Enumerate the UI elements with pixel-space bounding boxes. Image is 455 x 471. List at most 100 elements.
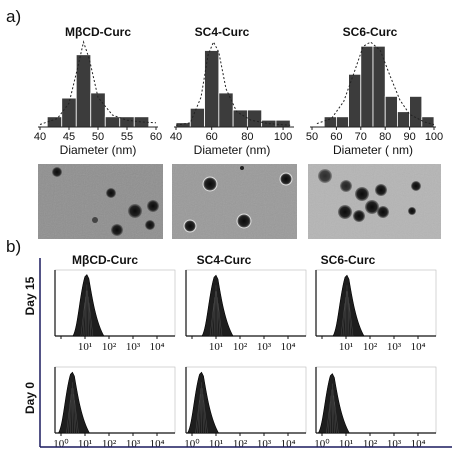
fluorescence-peak (332, 274, 365, 337)
x-tick-label: 10⁰ (314, 438, 330, 450)
plot-frame (185, 269, 307, 337)
x-tick-label: 10⁰ (184, 438, 200, 450)
bar (104, 116, 121, 128)
tem-image-mbcd (38, 164, 163, 239)
fluorescence-peak (57, 371, 90, 434)
fluorescence-peak (187, 371, 220, 434)
x-tick-label: 10¹ (209, 438, 223, 450)
x-tick-label: 10⁴ (150, 438, 165, 450)
peak-texture (344, 291, 347, 337)
peak-texture (326, 401, 331, 434)
peak-texture (217, 303, 223, 337)
fluorescence-peak (317, 373, 350, 434)
bar (335, 116, 349, 128)
x-tick-label: 50 (306, 131, 318, 143)
peak-texture (330, 389, 332, 434)
peak-texture (333, 395, 337, 434)
x-tick-label: 60 (206, 131, 218, 143)
x-tick-label: 10¹ (339, 341, 353, 353)
peak-texture (73, 394, 77, 434)
x-tick-label: 10³ (126, 341, 141, 353)
fit-curve (316, 41, 435, 125)
peak-texture (340, 303, 346, 337)
bar (90, 92, 106, 128)
panel-a-label: a) (6, 7, 21, 26)
x-tick-label: 10¹ (78, 341, 92, 353)
bar (46, 116, 63, 128)
x-tick-label: 10⁰ (53, 438, 69, 450)
x-tick-label: 10¹ (209, 341, 223, 353)
bar (246, 109, 263, 128)
peak-texture (209, 303, 215, 337)
bar (275, 119, 291, 128)
bar (61, 97, 77, 128)
bar (133, 116, 150, 128)
x-tick-label: 10³ (257, 341, 272, 353)
x-tick-label: 60 (150, 131, 162, 143)
x-tick-label: 50 (92, 131, 104, 143)
x-tick-label: 10² (363, 341, 378, 353)
peak-texture (217, 297, 221, 337)
peak-texture (342, 297, 346, 337)
peak-texture (334, 401, 339, 434)
x-tick-label: 10² (363, 438, 378, 450)
peak-texture (216, 291, 219, 337)
peak-texture (87, 290, 90, 337)
peak-texture (82, 296, 86, 337)
peak-texture (195, 400, 200, 434)
x-tick-label: 100 (274, 131, 292, 143)
peak-texture (348, 297, 352, 337)
bar (421, 116, 435, 128)
plot-frame (54, 269, 176, 337)
peak-texture (348, 303, 354, 337)
panel-b-label: b) (6, 237, 21, 256)
bar (384, 96, 398, 128)
x-tick-label: 10² (102, 438, 117, 450)
fluorescence-peak (201, 274, 234, 337)
peak-texture (211, 297, 215, 337)
peak-texture (88, 296, 92, 337)
peak-texture (80, 302, 85, 337)
bar (218, 92, 234, 128)
x-tick-label: 10⁴ (281, 341, 296, 353)
bar (119, 116, 135, 128)
x-tick-label: 40 (170, 131, 182, 143)
fit-curve (175, 40, 291, 126)
flow-mbcd-day15: MβCD-Curc 10¹ 10² 10³ 10⁴ (54, 253, 176, 353)
x-tick-label: 45 (63, 131, 75, 143)
x-tick-label: 10³ (387, 341, 402, 353)
chart-title: MβCD-Curc (72, 253, 138, 267)
x-tick-label: 100 (425, 131, 443, 143)
x-tick-label: 10² (233, 438, 248, 450)
x-tick-label: 10⁴ (411, 341, 426, 353)
x-tick-label: 10⁴ (281, 438, 296, 450)
x-tick-label: 55 (121, 131, 133, 143)
tem-image-sc4 (172, 164, 297, 239)
peak-texture (202, 388, 204, 434)
x-tick-label: 10³ (126, 438, 141, 450)
bar (232, 109, 248, 128)
peak-texture (347, 291, 350, 337)
x-tick-label: 10¹ (78, 438, 92, 450)
peak-texture (68, 394, 72, 434)
fit-curve (39, 40, 157, 125)
tem-image-sc6 (308, 164, 441, 239)
peak-texture (197, 394, 201, 434)
flow-sc4-day0: 10⁰ 10¹ 10² 10³ 10⁴ (184, 366, 307, 450)
peak-texture (84, 290, 87, 337)
peak-texture (332, 389, 335, 434)
peak-texture (66, 400, 71, 434)
x-tick-label: 10³ (257, 438, 272, 450)
x-tick-label: 10⁴ (150, 341, 165, 353)
row-label-day0: Day 0 (23, 382, 37, 414)
x-tick-label: 10² (102, 341, 117, 353)
flow-sc6-day15: SC6-Curc 10¹ 10² 10³ 10⁴ (315, 253, 437, 353)
flow-sc6-day0: 10⁰ 10¹ 10² 10³ 10⁴ (314, 366, 437, 450)
x-tick-label: 10² (233, 341, 248, 353)
peak-texture (213, 291, 216, 337)
x-tick-label: 10¹ (339, 438, 353, 450)
peak-texture (199, 388, 202, 434)
plot-frame (315, 269, 437, 337)
peak-texture (202, 394, 206, 434)
